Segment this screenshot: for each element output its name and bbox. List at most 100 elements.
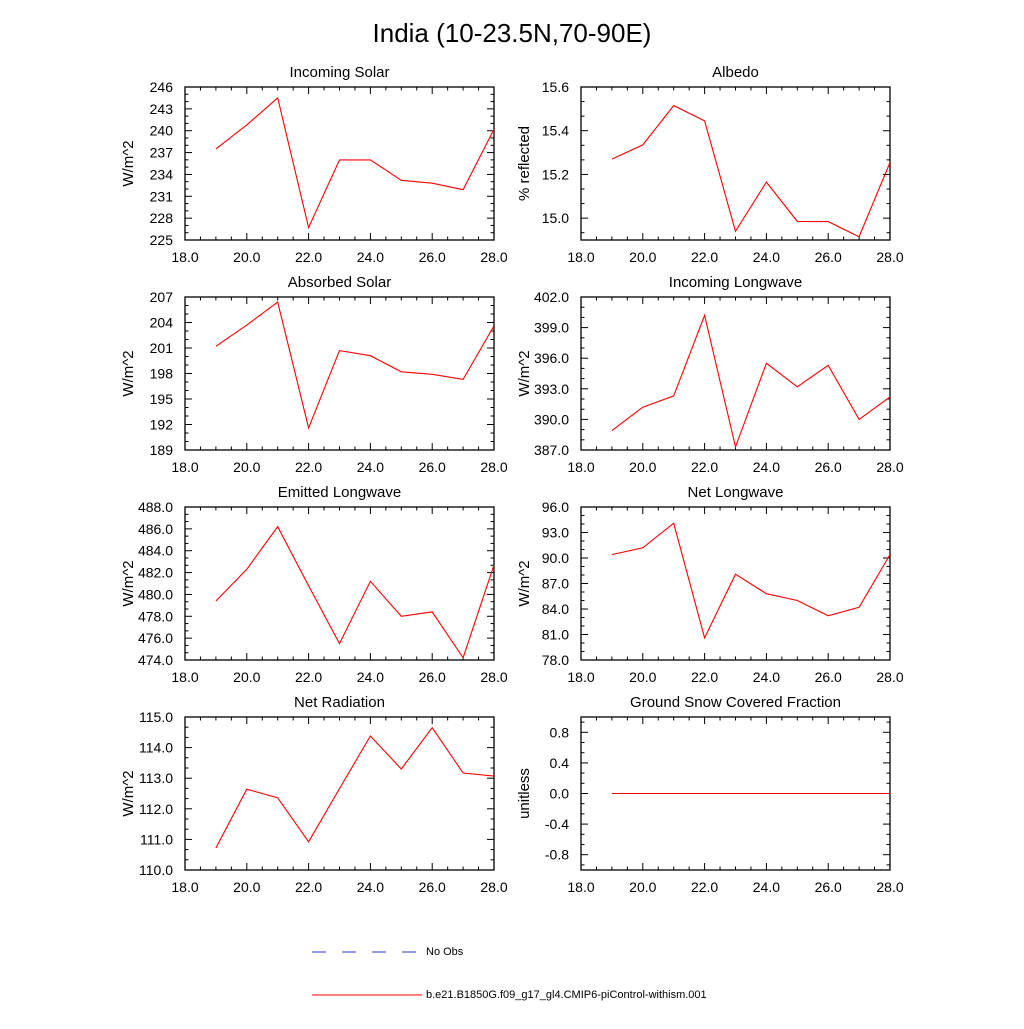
net-radiation-y-tick-label: 110.0 bbox=[139, 862, 173, 878]
net-radiation-x-tick-label: 18.0 bbox=[171, 879, 198, 895]
ground-snow-covered-fraction-x-tick-label: 26.0 bbox=[815, 879, 842, 895]
emitted-longwave-x-tick-label: 24.0 bbox=[357, 669, 384, 685]
panel-ground-snow-covered-fraction: Ground Snow Covered Fraction unitless 18.0… bbox=[516, 694, 904, 895]
absorbed-solar-y-tick-label: 192 bbox=[150, 417, 174, 433]
ground-snow-covered-fraction-y-tick-label: 0.8 bbox=[550, 724, 570, 740]
emitted-longwave-x-tick-label: 18.0 bbox=[171, 669, 198, 685]
emitted-longwave-series-line bbox=[215, 525, 495, 660]
incoming-solar-ylabel: W/m^2 bbox=[120, 140, 137, 186]
net-longwave-y-tick-label: 96.0 bbox=[542, 499, 569, 515]
incoming-solar-x-tick-label: 26.0 bbox=[419, 249, 446, 265]
incoming-longwave-x-tick-label: 28.0 bbox=[876, 459, 903, 475]
emitted-longwave-y-tick-label: 476.0 bbox=[138, 630, 173, 646]
absorbed-solar-y-tick-label: 207 bbox=[150, 289, 174, 305]
albedo-plot-frame bbox=[580, 86, 891, 241]
figure-title: India (10-23.5N,70-90E) bbox=[373, 18, 652, 48]
incoming-longwave-plot-frame bbox=[580, 296, 891, 451]
incoming-solar-x-tick-label: 24.0 bbox=[357, 249, 384, 265]
panel-incoming-solar: Incoming Solar W/m^2 18.0 20.0 22.0 24.0 26.0 2… bbox=[120, 64, 508, 265]
absorbed-solar-ylabel: W/m^2 bbox=[120, 350, 137, 396]
absorbed-solar-series-line bbox=[215, 301, 495, 430]
incoming-solar-y-tick-label: 234 bbox=[150, 166, 174, 182]
emitted-longwave-y-tick-label: 480.0 bbox=[138, 586, 173, 602]
ground-snow-covered-fraction-x-tick-label: 22.0 bbox=[691, 879, 718, 895]
panel-absorbed-solar: Absorbed Solar W/m^2 18.0 20.0 22.0 24.0 26.0 2… bbox=[120, 274, 508, 475]
net-radiation-series-line bbox=[215, 726, 495, 849]
ground-snow-covered-fraction-y-tick-label: -0.4 bbox=[545, 816, 569, 832]
net-longwave-x-tick-label: 20.0 bbox=[629, 669, 656, 685]
absorbed-solar-y-tick-label: 198 bbox=[150, 366, 174, 382]
emitted-longwave-ylabel: W/m^2 bbox=[120, 560, 137, 606]
albedo-y-tick-label: 15.6 bbox=[542, 79, 569, 95]
albedo-ylabel: % reflected bbox=[516, 126, 533, 201]
emitted-longwave-y-tick-label: 478.0 bbox=[138, 608, 173, 624]
net-longwave-y-tick-label: 84.0 bbox=[542, 601, 569, 617]
emitted-longwave-y-tick-label: 488.0 bbox=[138, 499, 173, 515]
absorbed-solar-x-tick-label: 26.0 bbox=[419, 459, 446, 475]
net-radiation-y-tick-label: 115.0 bbox=[139, 709, 173, 725]
ground-snow-covered-fraction-x-tick-label: 28.0 bbox=[876, 879, 903, 895]
net-longwave-y-tick-label: 81.0 bbox=[542, 627, 569, 643]
emitted-longwave-y-tick-label: 484.0 bbox=[138, 543, 173, 559]
incoming-longwave-y-tick-label: 396.0 bbox=[534, 350, 569, 366]
net-longwave-x-tick-label: 18.0 bbox=[567, 669, 594, 685]
net-longwave-x-tick-label: 24.0 bbox=[753, 669, 780, 685]
albedo-x-tick-label: 24.0 bbox=[753, 249, 780, 265]
net-longwave-plot-frame bbox=[580, 506, 891, 661]
albedo-x-tick-label: 26.0 bbox=[815, 249, 842, 265]
absorbed-solar-y-tick-label: 189 bbox=[150, 442, 174, 458]
emitted-longwave-x-tick-label: 28.0 bbox=[480, 669, 507, 685]
incoming-longwave-x-tick-label: 26.0 bbox=[815, 459, 842, 475]
absorbed-solar-x-tick-label: 24.0 bbox=[357, 459, 384, 475]
net-radiation-y-tick-label: 113.0 bbox=[139, 770, 173, 786]
panel-net-longwave: Net Longwave W/m^2 18.0 20.0 22.0 24.0 26.0 28.… bbox=[516, 484, 904, 685]
absorbed-solar-x-tick-label: 20.0 bbox=[233, 459, 260, 475]
albedo-y-tick-label: 15.2 bbox=[542, 166, 569, 182]
emitted-longwave-y-tick-label: 474.0 bbox=[138, 652, 173, 668]
absorbed-solar-x-tick-label: 22.0 bbox=[295, 459, 322, 475]
albedo-x-tick-label: 20.0 bbox=[629, 249, 656, 265]
incoming-longwave-y-tick-label: 402.0 bbox=[534, 289, 569, 305]
absorbed-solar-x-tick-label: 28.0 bbox=[480, 459, 507, 475]
net-longwave-x-tick-label: 26.0 bbox=[815, 669, 842, 685]
net-longwave-y-tick-label: 78.0 bbox=[542, 652, 569, 668]
incoming-solar-x-tick-label: 20.0 bbox=[233, 249, 260, 265]
incoming-longwave-x-tick-label: 20.0 bbox=[629, 459, 656, 475]
absorbed-solar-y-tick-label: 195 bbox=[150, 391, 174, 407]
net-longwave-x-tick-label: 28.0 bbox=[876, 669, 903, 685]
incoming-longwave-title: Incoming Longwave bbox=[669, 274, 802, 291]
ground-snow-covered-fraction-x-tick-label: 18.0 bbox=[567, 879, 594, 895]
legend: No Obs b.e21.B1850G.f09_g17_gl4.CMIP6-pi… bbox=[312, 946, 707, 1001]
albedo-x-tick-label: 22.0 bbox=[691, 249, 718, 265]
albedo-x-tick-label: 28.0 bbox=[876, 249, 903, 265]
net-radiation-plot-frame bbox=[184, 716, 495, 871]
absorbed-solar-x-tick-label: 18.0 bbox=[171, 459, 198, 475]
albedo-y-tick-label: 15.4 bbox=[542, 123, 569, 139]
ground-snow-covered-fraction-y-tick-label: 0.0 bbox=[550, 786, 570, 802]
net-radiation-x-tick-label: 28.0 bbox=[480, 879, 507, 895]
panel-net-radiation: Net Radiation W/m^2 18.0 20.0 22.0 24.0 26.0 28… bbox=[120, 694, 508, 895]
incoming-longwave-x-tick-label: 24.0 bbox=[753, 459, 780, 475]
net-radiation-y-tick-label: 111.0 bbox=[140, 831, 173, 847]
incoming-solar-y-tick-label: 246 bbox=[150, 79, 174, 95]
net-radiation-y-tick-label: 112.0 bbox=[139, 801, 173, 817]
absorbed-solar-title: Absorbed Solar bbox=[288, 274, 391, 291]
incoming-longwave-x-tick-label: 18.0 bbox=[567, 459, 594, 475]
absorbed-solar-plot-frame bbox=[184, 296, 495, 451]
incoming-solar-y-tick-label: 231 bbox=[150, 188, 174, 204]
net-radiation-title: Net Radiation bbox=[294, 694, 385, 711]
ground-snow-covered-fraction-x-tick-label: 20.0 bbox=[629, 879, 656, 895]
albedo-y-tick-label: 15.0 bbox=[542, 210, 569, 226]
incoming-solar-title: Incoming Solar bbox=[289, 64, 389, 81]
incoming-solar-y-tick-label: 228 bbox=[150, 210, 174, 226]
incoming-solar-x-tick-label: 28.0 bbox=[480, 249, 507, 265]
panel-emitted-longwave: Emitted Longwave W/m^2 18.0 20.0 22.0 24.0 26.… bbox=[120, 484, 508, 685]
incoming-solar-y-tick-label: 225 bbox=[150, 232, 174, 248]
net-radiation-x-tick-label: 24.0 bbox=[357, 879, 384, 895]
emitted-longwave-x-tick-label: 26.0 bbox=[419, 669, 446, 685]
emitted-longwave-plot-frame bbox=[184, 506, 495, 661]
incoming-solar-y-tick-label: 240 bbox=[150, 123, 174, 139]
ground-snow-covered-fraction-title: Ground Snow Covered Fraction bbox=[630, 694, 841, 711]
